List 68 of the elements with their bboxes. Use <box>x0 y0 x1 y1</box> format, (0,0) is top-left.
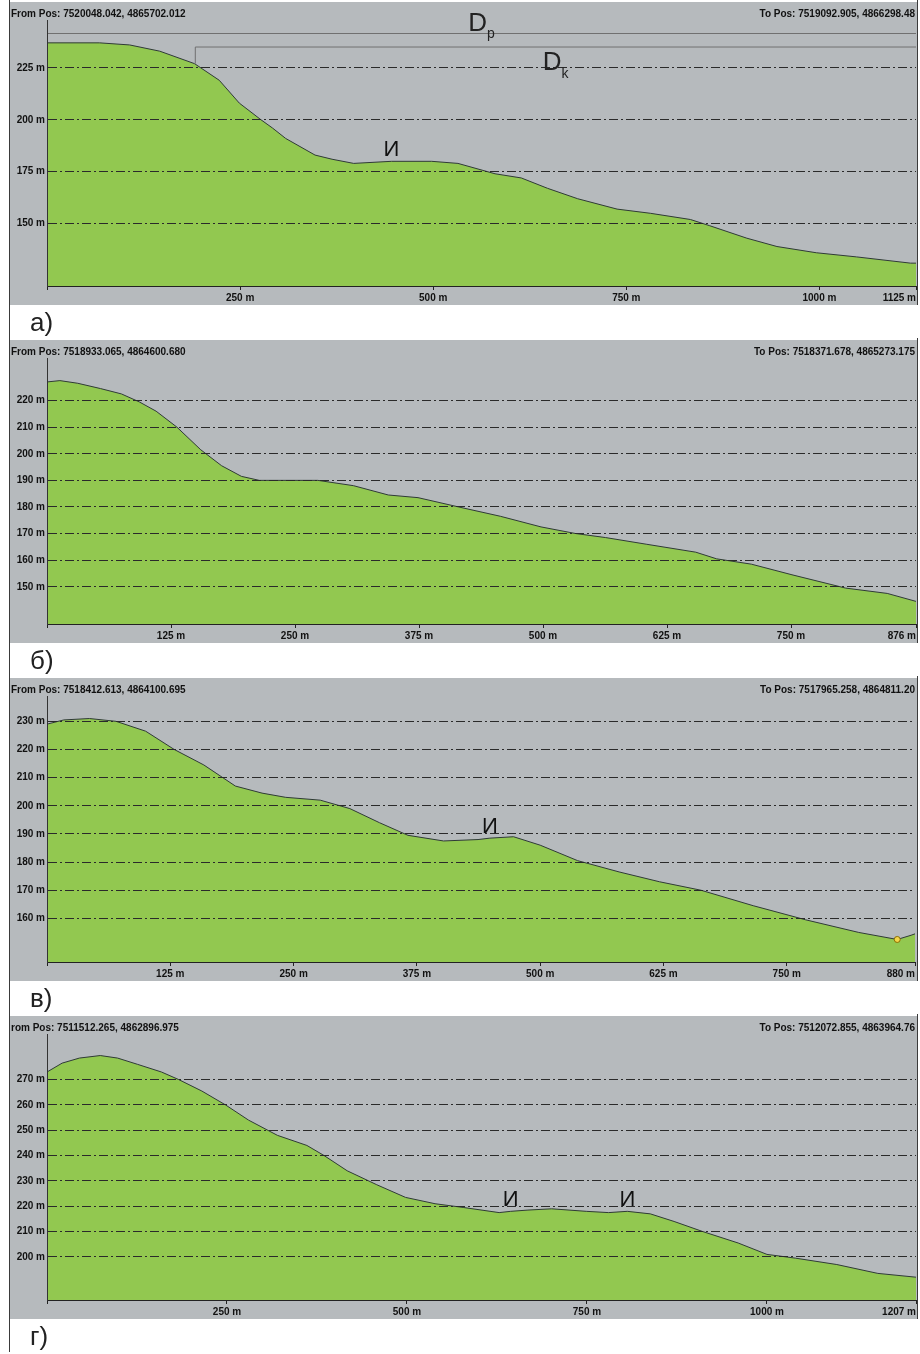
y-tick-label: 270 m <box>16 1073 46 1085</box>
y-tick-label: 200 m <box>16 799 46 811</box>
annotation: И <box>619 1186 636 1212</box>
y-tick-label: 220 m <box>16 1200 46 1212</box>
y-tick-label: 180 m <box>16 500 46 512</box>
y-tick-label: 160 m <box>16 912 46 924</box>
y-tick-label: 230 m <box>16 1174 46 1186</box>
x-tick-label: 500 m <box>419 291 448 303</box>
y-tick-label: 200 m <box>16 113 46 125</box>
x-tick-label: 880 m <box>886 967 916 979</box>
text: To Pos: 7518371.678, 4865273.175 <box>753 346 916 357</box>
y-tick-label: 225 m <box>16 61 46 73</box>
y-tick-label: 250 m <box>16 1124 46 1136</box>
x-tick-label: 500 m <box>526 967 555 979</box>
y-tick-label: 160 m <box>16 553 46 565</box>
x-tick-label: 250 m <box>279 967 308 979</box>
x-tick-label: 375 m <box>404 629 434 641</box>
x-tick-label: 500 m <box>392 1305 422 1317</box>
text: To Pos: 7512072.855, 4863964.76 <box>759 1022 916 1033</box>
x-tick-label: 750 m <box>612 291 641 303</box>
x-tick-label: 375 m <box>402 967 432 979</box>
x-tick-label: 250 m <box>212 1305 242 1317</box>
x-tick-label: 750 m <box>572 1305 602 1317</box>
text: To Pos: 7517965.258, 4864811.20 <box>760 684 916 695</box>
x-tick-label: 625 m <box>652 629 682 641</box>
y-tick-label: 170 m <box>16 527 46 539</box>
y-tick-label: 220 m <box>16 394 46 406</box>
text: а) <box>30 307 54 337</box>
y-tick-label: 210 m <box>16 1225 46 1237</box>
x-tick-label: 876 m <box>887 629 917 641</box>
x-tick-label: 250 m <box>280 629 310 641</box>
x-tick-label: 1207 m <box>882 1305 917 1317</box>
y-tick-label: 180 m <box>16 855 46 867</box>
y-tick-label: 210 m <box>16 420 46 432</box>
y-tick-label: 175 m <box>16 165 46 177</box>
y-tick-label: 150 m <box>16 217 46 229</box>
y-tick-label: 220 m <box>16 743 46 755</box>
y-tick-label: 200 m <box>16 1250 46 1262</box>
x-tick-label: 750 m <box>772 967 802 979</box>
annotation: И <box>383 136 400 162</box>
y-tick-label: 200 m <box>16 447 46 459</box>
text: rom Pos: 7511512.265, 4862896.975 <box>11 1022 180 1033</box>
text: From Pos: 7520048.042, 4865702.012 <box>11 8 187 19</box>
text: в) <box>30 983 53 1013</box>
x-tick-label: 500 m <box>528 629 558 641</box>
y-tick-label: 230 m <box>16 715 46 727</box>
x-tick-label: 1000 m <box>802 291 837 303</box>
y-tick-label: 210 m <box>16 771 46 783</box>
x-tick-label: 250 m <box>225 291 255 303</box>
annotation: И <box>481 813 498 839</box>
y-tick-label: 240 m <box>16 1149 46 1161</box>
text: To Pos: 7519092.905, 4866298.48 <box>759 8 916 19</box>
text: б) <box>30 645 54 675</box>
y-tick-label: 260 m <box>16 1098 46 1110</box>
y-tick-label: 190 m <box>16 827 46 839</box>
x-tick-label: 750 m <box>776 629 806 641</box>
y-tick-label: 170 m <box>16 883 46 895</box>
x-tick-label: 1000 m <box>750 1305 785 1317</box>
text: From Pos: 7518412.613, 4864100.695 <box>11 684 187 695</box>
text: From Pos: 7518933.065, 4864600.680 <box>11 346 187 357</box>
y-tick-label: 150 m <box>16 580 46 592</box>
x-tick-label: 625 m <box>649 967 678 979</box>
x-tick-label: 125 m <box>156 967 185 979</box>
annotation: И <box>502 1186 519 1212</box>
x-tick-label: 1125 m <box>882 291 917 303</box>
x-tick-label: 125 m <box>156 629 186 641</box>
text: г) <box>30 1321 49 1351</box>
y-tick-label: 190 m <box>16 474 46 486</box>
